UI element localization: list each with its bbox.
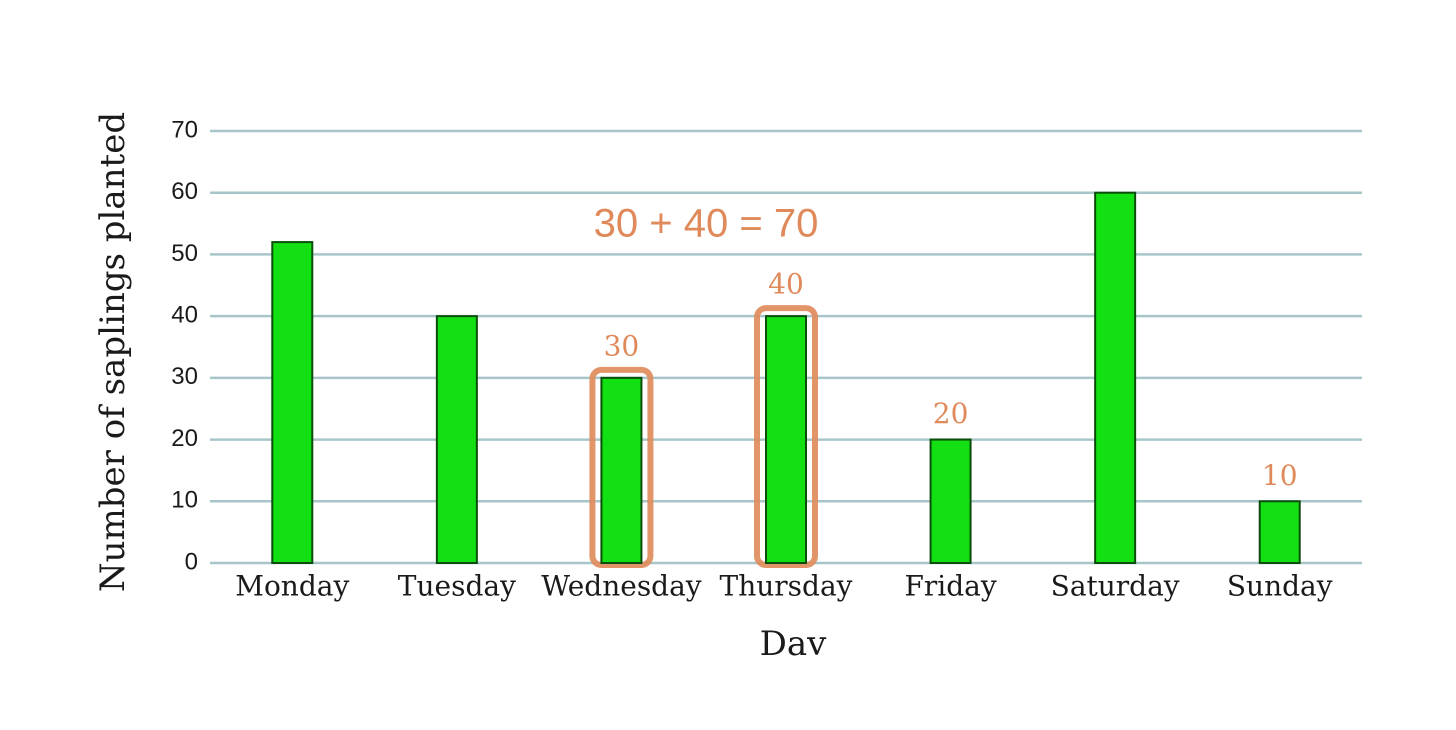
y-tick-label: 0: [185, 548, 198, 575]
value-label: 40: [768, 268, 804, 301]
y-axis-label: Number of saplings planted: [93, 112, 133, 592]
bar: [600, 376, 643, 564]
x-tick-label: Tuesday: [398, 570, 516, 603]
bar: [765, 315, 807, 564]
value-label: 30: [604, 329, 640, 362]
x-tick-label: Thursday: [720, 570, 853, 603]
annotation: 30 + 40 = 70: [594, 202, 819, 246]
y-tick-label: 10: [171, 487, 198, 514]
bar: [1094, 191, 1137, 564]
y-tick-label: 60: [171, 178, 198, 205]
highlight-box: [589, 366, 654, 568]
x-tick-label: Saturday: [1051, 570, 1180, 603]
x-tick-label: Sunday: [1227, 570, 1333, 603]
bar: [1258, 500, 1301, 564]
value-label: 10: [1262, 459, 1298, 492]
y-tick-label: 20: [171, 425, 198, 452]
bar: [435, 315, 478, 564]
x-tick-label: Monday: [235, 570, 349, 603]
y-tick-label: 40: [171, 301, 198, 328]
bar: [271, 241, 314, 564]
x-tick-label: Friday: [904, 570, 996, 603]
y-tick-label: 50: [171, 240, 198, 267]
x-axis-label: Dav: [760, 624, 828, 664]
x-tick-label: Wednesday: [541, 570, 702, 603]
highlight-box: [754, 305, 818, 568]
value-label: 20: [933, 397, 969, 430]
bar: [929, 438, 972, 565]
y-tick-label: 30: [171, 363, 198, 390]
y-tick-label: 70: [171, 116, 198, 143]
